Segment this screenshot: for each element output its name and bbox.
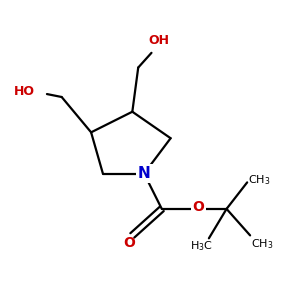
Text: O: O [124,236,135,250]
Text: CH$_3$: CH$_3$ [248,173,271,187]
Text: HO: HO [14,85,35,98]
Text: CH$_3$: CH$_3$ [251,237,274,250]
Text: N: N [138,166,151,181]
Text: OH: OH [148,34,169,47]
Text: O: O [193,200,205,214]
Text: H$_3$C: H$_3$C [190,240,213,254]
